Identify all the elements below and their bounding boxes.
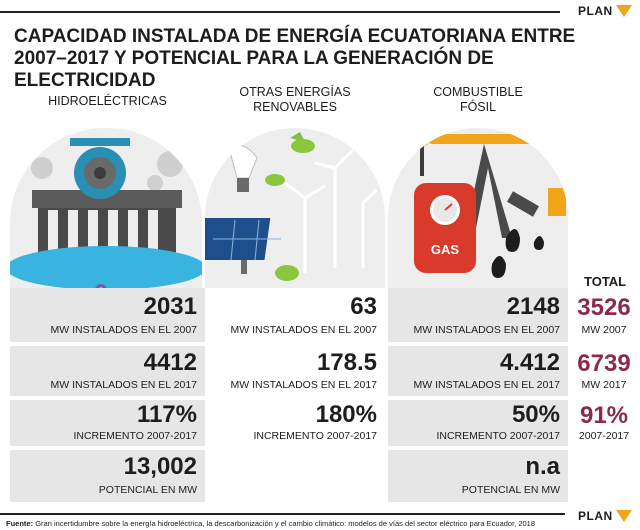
renov-label-2007: MW INSTALADOS EN EL 2007 <box>230 324 377 336</box>
total-label-2007: MW 2007 <box>581 324 627 336</box>
column-heading-renovables: OTRAS ENERGÍAS RENOVABLES <box>205 85 385 115</box>
footer-brand-text: PLAN <box>578 509 613 523</box>
fosil-cell-incremento: 50% INCREMENTO 2007-2017 <box>388 400 568 446</box>
column-heading-renovables-line2: RENOVABLES <box>253 100 337 114</box>
total-label-2017: MW 2017 <box>581 379 627 391</box>
footer-bar: PLAN Fuente: Gran incertidumbre sobre la… <box>0 507 640 530</box>
source-prefix: Fuente: <box>6 519 34 528</box>
hidro-label-incremento: INCREMENTO 2007-2017 <box>73 430 197 442</box>
gas-label: GAS <box>431 242 460 257</box>
source-text: Gran incertidumbre sobre la energía hidr… <box>35 519 536 528</box>
total-value-2017: 6739 <box>577 350 631 377</box>
fosil-value-incremento: 50% <box>511 401 560 428</box>
hidro-value-incremento: 117% <box>136 401 197 428</box>
total-label-incremento: 2007-2017 <box>578 430 630 442</box>
hidro-cell-incremento: 117% INCREMENTO 2007-2017 <box>10 400 205 446</box>
hidro-value-potencial: 13,002 <box>123 453 197 480</box>
fosil-value-2007: 2148 <box>506 293 560 320</box>
column-heading-fosil: COMBUSTIBLE FÓSIL <box>388 85 568 115</box>
fossil-illustration: GAS <box>388 128 568 288</box>
source-note: Fuente: Gran incertidumbre sobre la ener… <box>6 519 535 528</box>
fosil-cell-2017: 4.412 MW INSTALADOS EN EL 2017 <box>388 346 568 396</box>
header-bar: PLAN <box>0 0 640 22</box>
total-heading: TOTAL <box>584 274 627 289</box>
renewables-illustration <box>205 128 385 288</box>
renov-value-2007: 63 <box>350 293 377 320</box>
renov-value-incremento: 180% <box>315 401 377 428</box>
hidro-label-2017: MW INSTALADOS EN EL 2017 <box>50 379 197 391</box>
fosil-cell-potencial: n.a POTENCIAL EN MW <box>388 450 568 502</box>
brand-logo-triangle-icon <box>616 5 632 17</box>
hidro-cell-potencial: 13,002 POTENCIAL EN MW <box>10 450 205 502</box>
total-value-incremento: 91% <box>579 402 629 429</box>
hidro-label-potencial: POTENCIAL EN MW <box>98 484 197 496</box>
fosil-label-2007: MW INSTALADOS EN EL 2007 <box>413 324 560 336</box>
column-heading-fosil-line1: COMBUSTIBLE <box>433 85 523 99</box>
renov-label-incremento: INCREMENTO 2007-2017 <box>253 430 377 442</box>
gas-pump-icon: GAS <box>414 134 566 278</box>
fosil-value-potencial: n.a <box>525 453 560 480</box>
renov-cell-2007: 63 MW INSTALADOS EN EL 2007 <box>205 288 385 342</box>
hydro-illustration <box>10 128 202 288</box>
renov-label-2017: MW INSTALADOS EN EL 2017 <box>230 379 377 391</box>
hidro-label-2007: MW INSTALADOS EN EL 2007 <box>50 324 197 336</box>
hidro-cell-2007: 2031 MW INSTALADOS EN EL 2007 <box>10 288 205 342</box>
footer-rule <box>0 513 565 515</box>
solar-wind-icon <box>205 132 379 281</box>
renov-cell-2017: 178.5 MW INSTALADOS EN EL 2017 <box>205 346 385 396</box>
column-heading-fosil-line2: FÓSIL <box>459 100 497 114</box>
renov-cell-incremento: 180% INCREMENTO 2007-2017 <box>205 400 385 446</box>
hidro-cell-2017: 4412 MW INSTALADOS EN EL 2017 <box>10 346 205 396</box>
footer-brand-triangle-icon <box>616 510 632 522</box>
brand-logo-text: PLAN <box>578 4 613 18</box>
hidro-value-2017: 4412 <box>143 349 197 376</box>
column-heading-renovables-line1: OTRAS ENERGÍAS <box>239 85 351 99</box>
fosil-label-incremento: INCREMENTO 2007-2017 <box>436 430 560 442</box>
page-title: CAPACIDAD INSTALADA DE ENERGÍA ECUATORIA… <box>14 26 576 91</box>
fosil-label-potencial: POTENCIAL EN MW <box>461 484 560 496</box>
total-value-2007: 3526 <box>577 294 631 321</box>
header-rule <box>0 11 560 13</box>
renov-value-2017: 178.5 <box>316 349 377 376</box>
fosil-cell-2007: 2148 MW INSTALADOS EN EL 2007 <box>388 288 568 342</box>
fosil-label-2017: MW INSTALADOS EN EL 2017 <box>413 379 560 391</box>
fosil-value-2017: 4.412 <box>499 349 560 376</box>
column-heading-hidro: HIDROELÉCTRICAS <box>48 94 167 108</box>
dam-icon <box>10 138 202 288</box>
hidro-value-2007: 2031 <box>143 293 197 320</box>
